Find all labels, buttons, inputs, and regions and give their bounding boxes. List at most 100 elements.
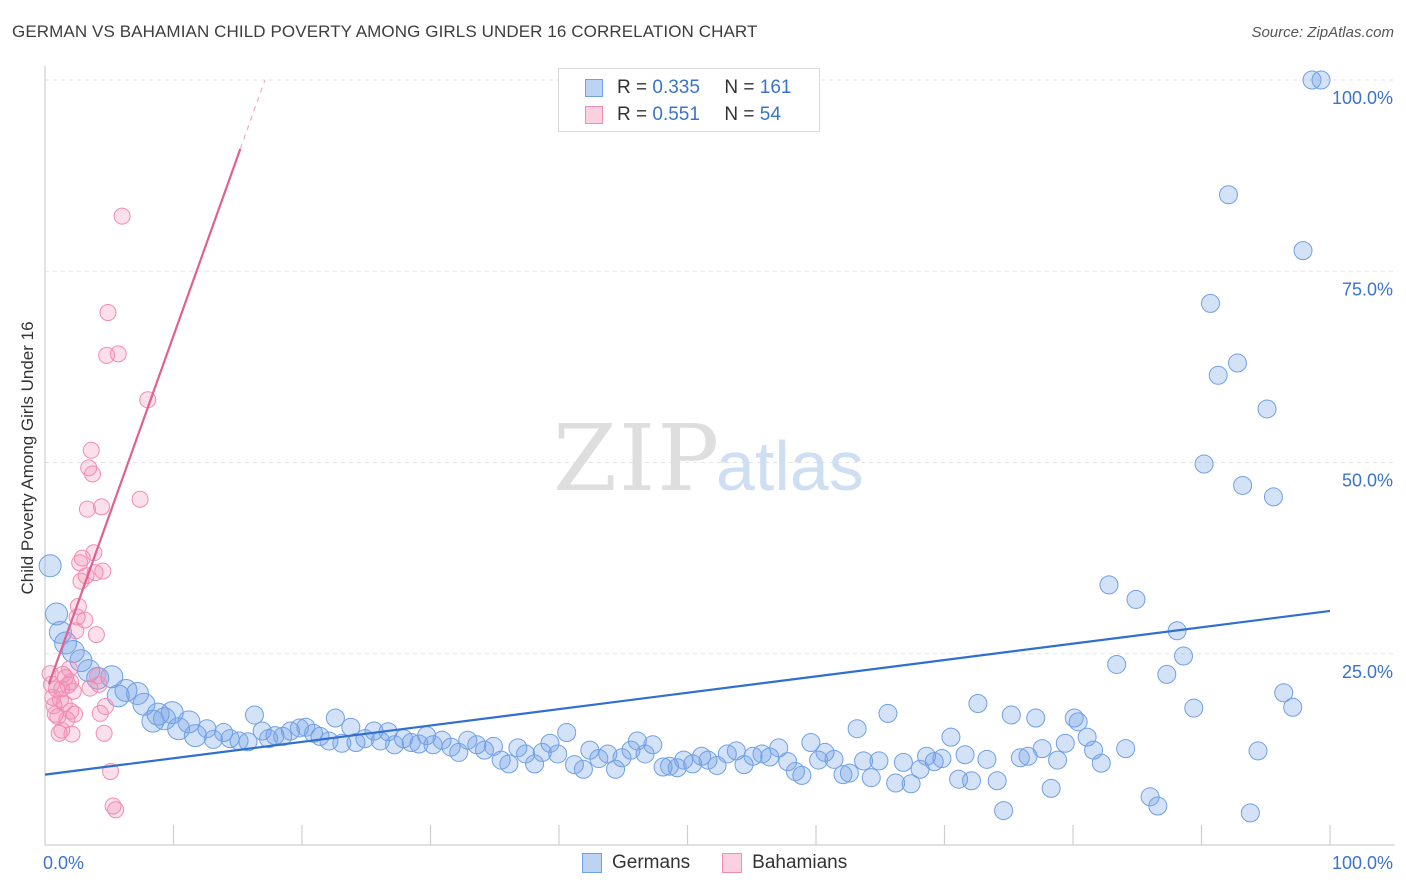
german-point — [932, 749, 952, 769]
bahamian-point — [64, 682, 82, 700]
german-point — [1026, 708, 1046, 728]
german-point — [1116, 739, 1136, 759]
german-point — [1227, 353, 1247, 373]
german-point — [238, 732, 258, 752]
german-point — [778, 752, 798, 772]
y-tick-label: 100.0% — [1332, 88, 1393, 108]
germans-swatch — [585, 79, 603, 97]
bahamian-point — [96, 698, 114, 716]
bahamian-point — [84, 465, 102, 483]
german-point — [968, 693, 988, 713]
german-point — [296, 717, 316, 737]
german-point — [548, 744, 568, 764]
bahamian-point — [78, 500, 96, 518]
german-point — [244, 705, 264, 725]
bahamian-point — [94, 562, 112, 580]
german-point — [325, 708, 345, 728]
y-tick-label: 75.0% — [1342, 279, 1393, 299]
bahamian-point — [107, 801, 125, 819]
bahamian-point — [82, 441, 100, 459]
german-point — [458, 730, 478, 750]
german-point — [114, 678, 138, 702]
bahamian-point — [113, 207, 131, 225]
german-point — [177, 710, 201, 734]
german-point — [289, 718, 309, 738]
legend-n-value: 161 — [759, 77, 792, 98]
y-axis-label: Child Poverty Among Girls Under 16 — [18, 321, 37, 594]
tick-labels: 25.0% 50.0% 75.0% 100.0% 0.0% 100.0% — [43, 88, 1393, 873]
bahamian-point — [81, 679, 99, 697]
german-point — [854, 751, 874, 771]
legend-row-germans: R = 0.335 N = 161 — [585, 75, 791, 101]
legend-n-label: N = — [724, 104, 755, 125]
legend-n-label: N = — [724, 77, 755, 98]
bahamian-point — [90, 675, 108, 693]
german-point — [1194, 454, 1214, 474]
german-point — [1032, 739, 1052, 759]
legend-item-germans[interactable]: Germans — [582, 852, 690, 874]
y-tick-label: 25.0% — [1342, 662, 1393, 682]
german-point — [955, 745, 975, 765]
legend-label-germans: Germans — [612, 852, 691, 873]
german-point — [525, 754, 545, 774]
stats-legend: R = 0.335 N = 161 R = 0.551 N = 54 — [558, 68, 820, 132]
bahamian-point — [89, 667, 107, 685]
german-point — [1048, 750, 1068, 770]
german-point — [809, 750, 829, 770]
chart-source: Source: ZipAtlas.com — [1251, 24, 1394, 41]
watermark-atlas: atlas — [716, 427, 864, 505]
german-point — [203, 729, 223, 749]
german-point — [499, 754, 519, 774]
german-point — [508, 738, 528, 758]
watermark: ZIP atlas — [553, 405, 864, 512]
german-point — [38, 554, 62, 578]
bahamians-swatch — [585, 106, 603, 124]
german-point — [667, 758, 687, 778]
legend-label-bahamians: Bahamians — [752, 852, 848, 873]
legend-r-value: 0.335 — [652, 77, 700, 98]
german-point — [252, 721, 272, 741]
gridlines — [45, 79, 1395, 655]
german-point — [183, 724, 207, 748]
german-point — [878, 703, 898, 723]
german-point — [901, 774, 921, 794]
german-point — [861, 768, 881, 788]
german-point — [589, 749, 609, 769]
german-point — [332, 733, 352, 753]
german-point — [653, 757, 673, 777]
german-point — [1200, 293, 1220, 313]
german-point — [573, 759, 593, 779]
bahamian-point — [45, 697, 63, 715]
y-tick-label: 50.0% — [1342, 471, 1393, 491]
german-point — [769, 738, 789, 758]
german-point — [153, 707, 177, 731]
watermark-zip: ZIP — [553, 405, 721, 512]
german-point — [977, 749, 997, 769]
german-point — [994, 801, 1014, 821]
german-point — [45, 602, 69, 626]
german-point — [1041, 778, 1061, 798]
german-point — [839, 763, 859, 783]
german-point — [1174, 646, 1194, 666]
german-trend-line — [44, 609, 1331, 776]
german-point — [961, 771, 981, 791]
bahamian-point — [53, 721, 71, 739]
bahamian-point — [50, 724, 68, 742]
german-point — [643, 735, 663, 755]
german-point — [698, 750, 718, 770]
german-point — [540, 733, 560, 753]
axes — [44, 66, 1395, 846]
bahamian-point — [91, 704, 109, 722]
german-point — [1218, 185, 1238, 205]
german-point — [1240, 803, 1260, 823]
bahamian-point — [93, 498, 111, 516]
german-point — [1107, 654, 1127, 674]
x-tick-label: 100.0% — [1332, 853, 1393, 873]
german-point — [941, 727, 961, 747]
german-point — [598, 744, 618, 764]
bahamian-point — [62, 702, 80, 720]
trend-lines — [44, 79, 1331, 776]
german-point — [1157, 664, 1177, 684]
legend-item-bahamians[interactable]: Bahamians — [722, 852, 847, 874]
legend-r-label: R = — [617, 104, 648, 125]
